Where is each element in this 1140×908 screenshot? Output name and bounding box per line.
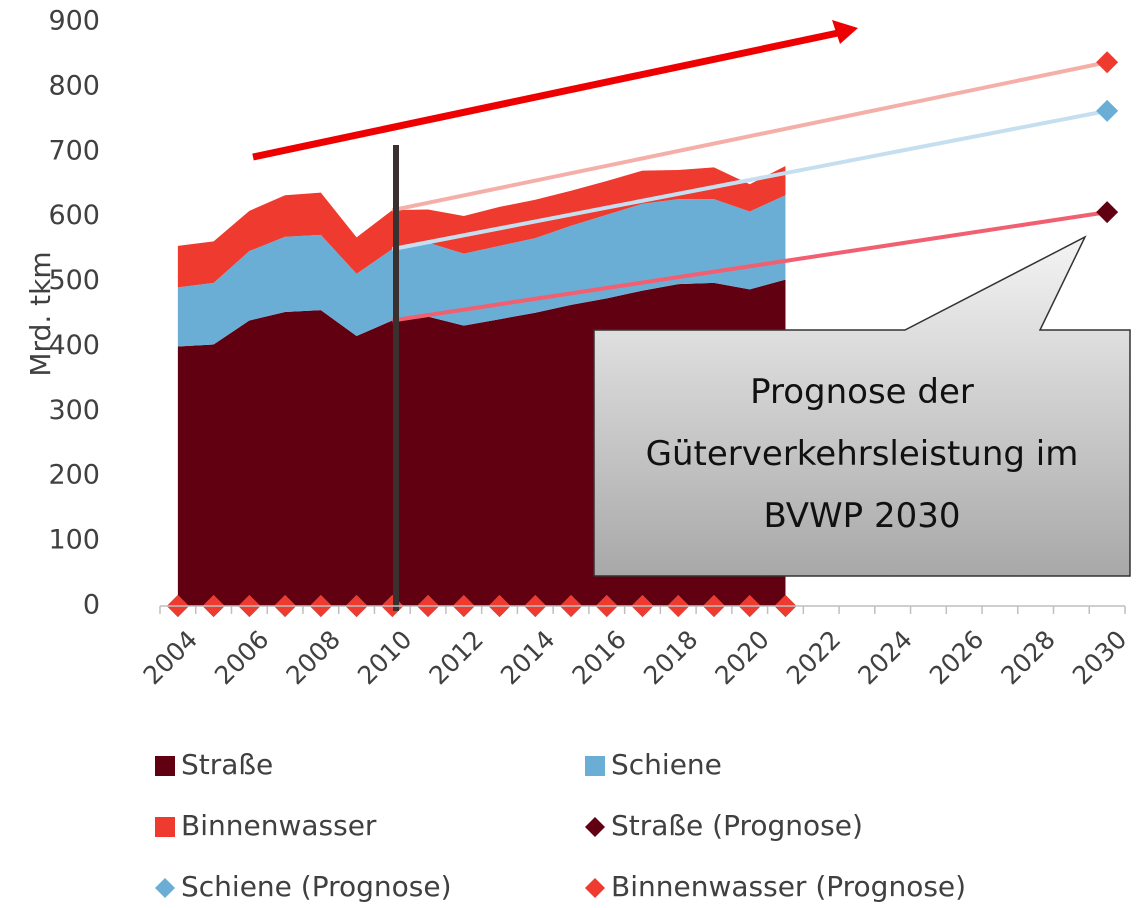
legend-swatch: [585, 756, 605, 776]
x-tick-label: 2008: [281, 625, 346, 690]
trend-arrow: [252, 29, 839, 161]
forecast-line: [391, 108, 1108, 252]
y-tick-label: 400: [48, 330, 100, 361]
legend-swatch: [155, 878, 175, 898]
callout-text: Prognose der Güterverkehrsleistung im BV…: [645, 372, 1079, 536]
y-axis-label: Mrd. tkm: [24, 251, 57, 376]
legend-swatch: [155, 817, 175, 837]
x-tick-label: 2018: [638, 625, 703, 690]
y-tick-label: 500: [48, 265, 100, 296]
forecast-line: [391, 60, 1108, 213]
callout-box: [593, 235, 1131, 577]
forecast-marker: [1096, 201, 1119, 224]
y-tick-label: 200: [48, 460, 100, 491]
legend-swatch: [585, 817, 605, 837]
area: [177, 195, 786, 347]
x-tick-label: 2030: [1067, 625, 1132, 690]
forecast-line: [392, 210, 1108, 323]
forecast-marker: [1096, 51, 1119, 74]
legend-label: Binnenwasser: [181, 809, 377, 842]
legend-label: Binnenwasser (Prognose): [611, 870, 966, 903]
x-tick-label: 2022: [781, 625, 846, 690]
legend-label: Straße: [181, 748, 273, 781]
forecast-marker: [1096, 99, 1119, 122]
x-tick-label: 2006: [209, 625, 274, 690]
x-tick-label: 2014: [495, 625, 560, 690]
legend-swatch: [585, 878, 605, 898]
x-tick-label: 2010: [352, 625, 417, 690]
x-tick-label: 2004: [138, 625, 203, 690]
y-tick-label: 100: [48, 525, 100, 556]
legend-label: Schiene (Prognose): [181, 870, 452, 903]
y-tick-label: 600: [48, 200, 100, 231]
y-tick-label: 0: [83, 590, 100, 621]
x-tick-label: 2020: [709, 625, 774, 690]
y-tick-label: 700: [48, 135, 100, 166]
area: [177, 166, 786, 288]
x-tick-label: 2028: [995, 625, 1060, 690]
y-tick-label: 300: [48, 395, 100, 426]
y-tick-label: 900: [48, 6, 100, 37]
trend-arrow-head: [832, 20, 858, 44]
x-tick-label: 2016: [566, 625, 631, 690]
y-tick-label: 800: [48, 70, 100, 101]
legend-label: Schiene: [611, 748, 722, 781]
x-tick-label: 2026: [924, 625, 989, 690]
legend-swatch: [155, 756, 175, 776]
x-tick-label: 2024: [852, 625, 917, 690]
x-tick-label: 2012: [423, 625, 488, 690]
legend-label: Straße (Prognose): [611, 809, 863, 842]
